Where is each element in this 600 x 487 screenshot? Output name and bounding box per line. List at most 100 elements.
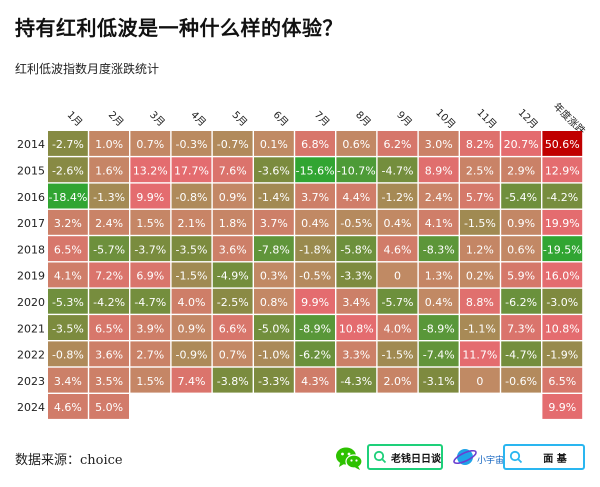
heatmap-cell bbox=[295, 315, 335, 340]
heatmap-cell bbox=[501, 236, 541, 262]
podcast-channel-badge[interactable]: 面 基 bbox=[503, 444, 585, 470]
heatmap-cell-label: 2.5% bbox=[466, 164, 494, 177]
heatmap-cell-label: 6.8% bbox=[301, 138, 329, 151]
heatmap-cell bbox=[212, 288, 253, 314]
heatmap-cell-label: 2.7% bbox=[136, 349, 164, 362]
heatmap-cell bbox=[418, 262, 459, 288]
row-header-2015: 2015 bbox=[17, 164, 45, 177]
heatmap-cell-label: 3.7% bbox=[260, 217, 288, 230]
heatmap-cell-label: 1.5% bbox=[136, 217, 164, 230]
heatmap-cell bbox=[89, 157, 129, 183]
heatmap-cell-label: -5.7% bbox=[93, 243, 125, 256]
heatmap-cell-label: 0.2% bbox=[466, 270, 494, 283]
heatmap-cell bbox=[460, 341, 500, 367]
wechat-channel-name: 老钱日日谈 bbox=[391, 453, 441, 465]
heatmap-cell bbox=[336, 209, 377, 235]
heatmap-cell-label: 8.8% bbox=[466, 296, 494, 309]
heatmap-cell bbox=[254, 183, 294, 209]
heatmap-cell-label: -0.5% bbox=[299, 270, 331, 283]
heatmap-cell-label: 0.4% bbox=[425, 296, 453, 309]
heatmap-cell-label: 3.9% bbox=[136, 322, 164, 335]
heatmap-cell bbox=[48, 236, 88, 262]
heatmap-cell-label: -7.8% bbox=[258, 243, 290, 256]
heatmap-cell-label: 0.9% bbox=[219, 191, 247, 204]
heatmap-cell bbox=[418, 367, 459, 393]
heatmap-cell bbox=[48, 315, 88, 340]
heatmap-cell bbox=[48, 183, 88, 209]
heatmap-cell-label: -8.3% bbox=[423, 243, 455, 256]
heatmap-cell-label: -4.3% bbox=[340, 375, 372, 388]
heatmap-cell bbox=[418, 157, 459, 183]
heatmap-cell-label: 0.8% bbox=[260, 296, 288, 309]
heatmap-cell bbox=[212, 157, 253, 183]
heatmap-cell bbox=[460, 288, 500, 314]
heatmap-cell-label: 6.6% bbox=[219, 322, 247, 335]
heatmap-cell bbox=[89, 131, 129, 156]
heatmap-cell bbox=[501, 288, 541, 314]
heatmap-cell-label: 3.6% bbox=[219, 243, 247, 256]
heatmap-cell-label: -3.8% bbox=[217, 375, 249, 388]
heatmap-cell bbox=[460, 367, 500, 393]
heatmap-cell bbox=[501, 131, 541, 156]
column-header-0: 1月 bbox=[65, 109, 85, 129]
heatmap-cell bbox=[212, 367, 253, 393]
heatmap-cell bbox=[130, 367, 171, 393]
heatmap-cell-label: 3.4% bbox=[342, 296, 370, 309]
heatmap-cell bbox=[295, 288, 335, 314]
heatmap-cell-label: 3.6% bbox=[95, 349, 123, 362]
heatmap-cell-label: 50.6% bbox=[545, 138, 580, 151]
heatmap-cell-label: -2.7% bbox=[52, 138, 84, 151]
heatmap-cell bbox=[130, 209, 171, 235]
heatmap-cell bbox=[336, 262, 377, 288]
heatmap-cell bbox=[501, 367, 541, 393]
heatmap-cell bbox=[130, 157, 171, 183]
heatmap-cell bbox=[336, 341, 377, 367]
data-source: 数据来源：choice bbox=[15, 453, 123, 468]
heatmap-cell-label: 10.8% bbox=[545, 322, 580, 335]
heatmap-cell-label: 9.9% bbox=[548, 401, 576, 414]
heatmap-cell-label: -3.0% bbox=[546, 296, 578, 309]
heatmap-cell bbox=[212, 341, 253, 367]
heatmap-cell-label: 4.1% bbox=[54, 270, 82, 283]
heatmap-cell bbox=[89, 262, 129, 288]
heatmap-cell-label: -8.9% bbox=[299, 322, 331, 335]
heatmap-cell bbox=[418, 131, 459, 156]
heatmap-cell bbox=[542, 209, 583, 235]
heatmap-cell-label: 7.2% bbox=[95, 270, 123, 283]
wechat-channel-badge[interactable]: 老钱日日谈 bbox=[367, 444, 443, 470]
heatmap-cell bbox=[336, 315, 377, 340]
heatmap-cell-label: -18.4% bbox=[48, 191, 87, 204]
heatmap-cell bbox=[48, 367, 88, 393]
heatmap-cell bbox=[460, 157, 500, 183]
heatmap-cell-label: -0.3% bbox=[176, 138, 208, 151]
heatmap-cell-label: 1.3% bbox=[425, 270, 453, 283]
heatmap-cell-label: 8.2% bbox=[466, 138, 494, 151]
heatmap-cell bbox=[89, 315, 129, 340]
heatmap-cell-label: -7.4% bbox=[423, 349, 455, 362]
heatmap-cell bbox=[501, 341, 541, 367]
heatmap-cell bbox=[377, 183, 418, 209]
heatmap-cell bbox=[171, 183, 212, 209]
heatmap-cell bbox=[212, 315, 253, 340]
heatmap-cell-label: -0.8% bbox=[176, 191, 208, 204]
heatmap-cell-label: 9.9% bbox=[136, 191, 164, 204]
heatmap-cell-label: 2.4% bbox=[425, 191, 453, 204]
heatmap-cell bbox=[212, 262, 253, 288]
heatmap-cell-label: 3.2% bbox=[54, 217, 82, 230]
heatmap-cell-label: -1.2% bbox=[382, 191, 414, 204]
row-header-2014: 2014 bbox=[17, 138, 45, 151]
heatmap-cell bbox=[336, 367, 377, 393]
column-header-4: 5月 bbox=[229, 109, 249, 129]
heatmap-cell-label: 5.9% bbox=[507, 270, 535, 283]
heatmap-cell bbox=[130, 315, 171, 340]
column-header-5: 6月 bbox=[271, 109, 291, 129]
heatmap-cell-label: -3.3% bbox=[258, 375, 290, 388]
heatmap-cell bbox=[48, 288, 88, 314]
heatmap-cell-label: -2.6% bbox=[52, 164, 84, 177]
heatmap-cell bbox=[377, 262, 418, 288]
heatmap-cell-label: -4.2% bbox=[546, 191, 578, 204]
heatmap-cell bbox=[336, 236, 377, 262]
heatmap-cell bbox=[377, 157, 418, 183]
heatmap-cell bbox=[171, 209, 212, 235]
